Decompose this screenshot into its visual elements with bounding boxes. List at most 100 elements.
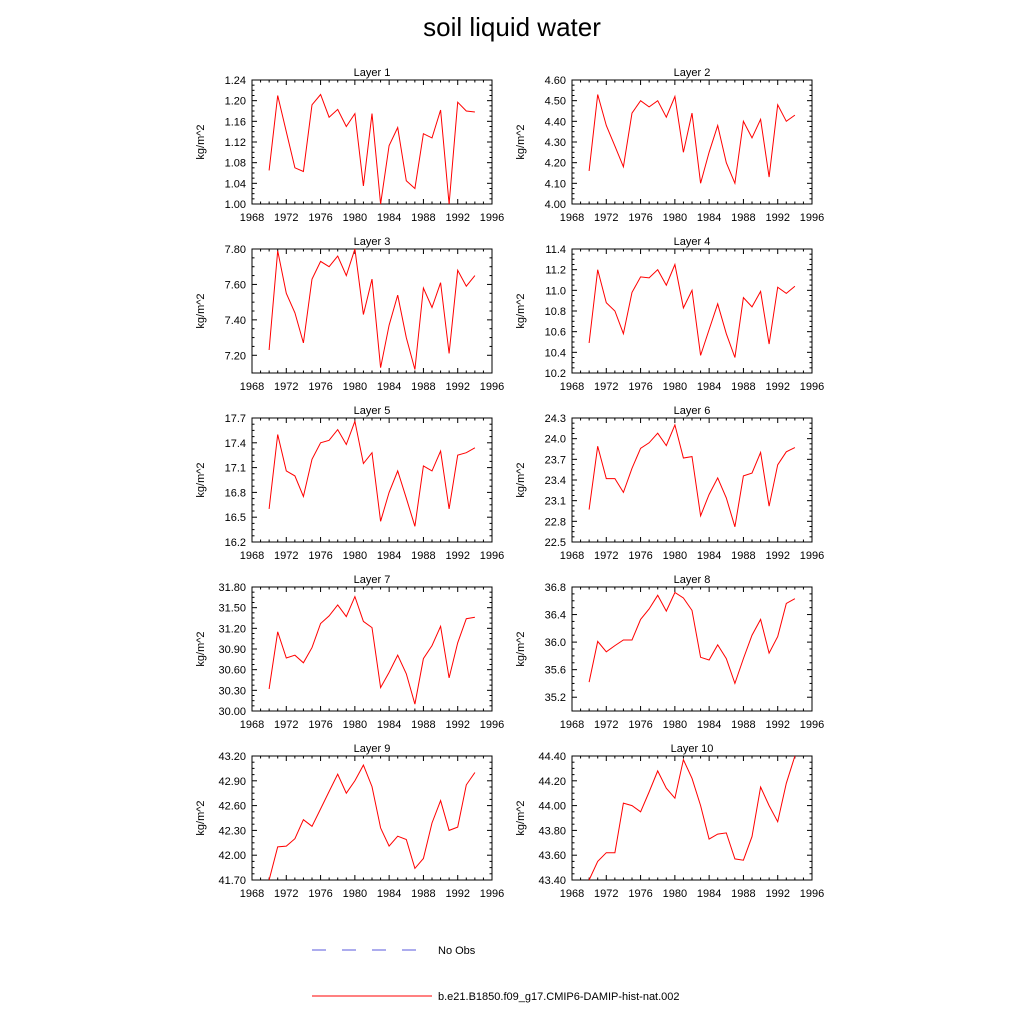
y-tick-label: 10.8: [545, 306, 566, 318]
panel-layer-2: Layer 2 1968 1972 1976 1980 1984 1988 1992 1996 4…: [515, 67, 824, 224]
y-tick-label: 10.4: [545, 347, 566, 359]
x-tick-label: 1972: [594, 381, 618, 393]
x-tick-label: 1972: [594, 550, 618, 562]
y-tick-label: 4.20: [545, 158, 566, 170]
x-tick-label: 1984: [697, 550, 721, 562]
series-line: [268, 763, 476, 881]
y-axis-label: kg/m^2: [515, 631, 527, 666]
y-tick-label: 44.00: [538, 801, 566, 813]
panel-layer-8: Layer 8 1968 1972 1976 1980 1984 1988 1992 1996 3…: [515, 574, 824, 731]
x-tick-label: 1984: [377, 888, 401, 900]
y-tick-label: 30.60: [218, 665, 246, 677]
y-tick-label: 10.6: [545, 327, 566, 339]
y-tick-label: 4.10: [545, 178, 566, 190]
plot-frame: [571, 417, 813, 543]
plot-frame: [571, 79, 813, 205]
x-tick-label: 1972: [594, 212, 618, 224]
x-tick-label: 1996: [800, 212, 824, 224]
y-axis-label: kg/m^2: [195, 462, 207, 497]
series-line: [588, 591, 796, 685]
x-tick-label: 1988: [731, 719, 755, 731]
panel-layer-4: Layer 4 1968 1972 1976 1980 1984 1988 1992 1996 1…: [515, 236, 824, 393]
x-tick-label: 1992: [765, 550, 789, 562]
x-tick-label: 1980: [663, 381, 687, 393]
panel-layer-5: Layer 5 1968 1972 1976 1980 1984 1988 1992 1996 1…: [195, 405, 504, 562]
panel-layer-1: Layer 1 1968 1972 1976 1980 1984 1988 1992 1996 1…: [195, 67, 504, 224]
y-tick-label: 1.04: [225, 178, 246, 190]
panel-layer-10: Layer 10 1968 1972 1976 1980 1984 1988 1992 1996…: [515, 743, 824, 900]
x-tick-label: 1992: [765, 719, 789, 731]
x-tick-label: 1980: [663, 719, 687, 731]
y-tick-label: 35.2: [545, 692, 566, 704]
y-tick-label: 10.2: [545, 368, 566, 380]
y-tick-label: 7.20: [225, 350, 246, 362]
y-tick-label: 17.4: [225, 438, 246, 450]
panel-title: Layer 3: [354, 236, 391, 248]
figure-title: soil liquid water: [423, 12, 601, 42]
x-tick-label: 1972: [594, 719, 618, 731]
y-tick-label: 16.2: [225, 537, 246, 549]
x-tick-label: 1972: [274, 550, 298, 562]
x-tick-label: 1984: [697, 381, 721, 393]
x-tick-label: 1984: [377, 719, 401, 731]
y-tick-label: 16.5: [225, 512, 246, 524]
y-tick-label: 36.0: [545, 637, 566, 649]
y-tick-label: 41.70: [218, 875, 246, 887]
x-tick-label: 1968: [240, 212, 264, 224]
y-tick-label: 4.00: [545, 199, 566, 211]
x-tick-label: 1992: [445, 888, 469, 900]
x-tick-label: 1984: [697, 719, 721, 731]
panel-layer-9: Layer 9 1968 1972 1976 1980 1984 1988 1992 1996 4…: [195, 743, 504, 900]
x-tick-label: 1980: [343, 550, 367, 562]
y-tick-label: 42.00: [218, 850, 246, 862]
x-tick-label: 1996: [800, 550, 824, 562]
x-tick-label: 1988: [731, 550, 755, 562]
x-tick-label: 1968: [240, 550, 264, 562]
x-tick-label: 1992: [765, 381, 789, 393]
x-tick-label: 1992: [765, 212, 789, 224]
y-axis-label: kg/m^2: [515, 293, 527, 328]
y-axis-label: kg/m^2: [515, 462, 527, 497]
x-tick-label: 1968: [560, 550, 584, 562]
panel-layer-3: Layer 3 1968 1972 1976 1980 1984 1988 1992 1996 7…: [195, 236, 504, 393]
x-tick-label: 1980: [343, 719, 367, 731]
plot-frame: [251, 79, 493, 205]
y-axis-label: kg/m^2: [195, 800, 207, 835]
x-tick-label: 1972: [594, 888, 618, 900]
y-tick-label: 23.7: [545, 454, 566, 466]
y-tick-label: 1.24: [225, 75, 246, 87]
y-tick-label: 44.20: [538, 776, 566, 788]
y-tick-label: 31.50: [218, 603, 246, 615]
x-tick-label: 1980: [343, 212, 367, 224]
series-line: [588, 94, 796, 186]
x-tick-label: 1988: [411, 212, 435, 224]
y-tick-label: 42.30: [218, 825, 246, 837]
y-tick-label: 1.16: [225, 116, 246, 128]
x-tick-label: 1976: [308, 550, 332, 562]
x-tick-label: 1984: [697, 212, 721, 224]
y-axis-label: kg/m^2: [195, 124, 207, 159]
y-tick-label: 31.80: [218, 582, 246, 594]
x-tick-label: 1976: [308, 381, 332, 393]
x-tick-label: 1968: [560, 719, 584, 731]
x-tick-label: 1996: [480, 381, 504, 393]
panel-layer-7: Layer 7 1968 1972 1976 1980 1984 1988 1992 1996 3…: [195, 574, 504, 731]
series-line: [588, 423, 796, 527]
y-tick-label: 30.30: [218, 685, 246, 697]
y-tick-label: 7.60: [225, 279, 246, 291]
y-tick-label: 43.40: [538, 875, 566, 887]
x-tick-label: 1980: [663, 888, 687, 900]
x-tick-label: 1972: [274, 888, 298, 900]
y-tick-label: 7.40: [225, 315, 246, 327]
y-tick-label: 17.7: [225, 413, 246, 425]
y-tick-label: 43.20: [218, 751, 246, 763]
panel-title: Layer 6: [674, 405, 711, 417]
series-line: [268, 419, 476, 527]
x-tick-label: 1988: [731, 888, 755, 900]
x-tick-label: 1984: [377, 212, 401, 224]
x-tick-label: 1988: [411, 550, 435, 562]
x-tick-label: 1976: [628, 550, 652, 562]
y-tick-label: 23.1: [545, 496, 566, 508]
x-tick-label: 1996: [480, 888, 504, 900]
plot-frame: [251, 755, 493, 881]
